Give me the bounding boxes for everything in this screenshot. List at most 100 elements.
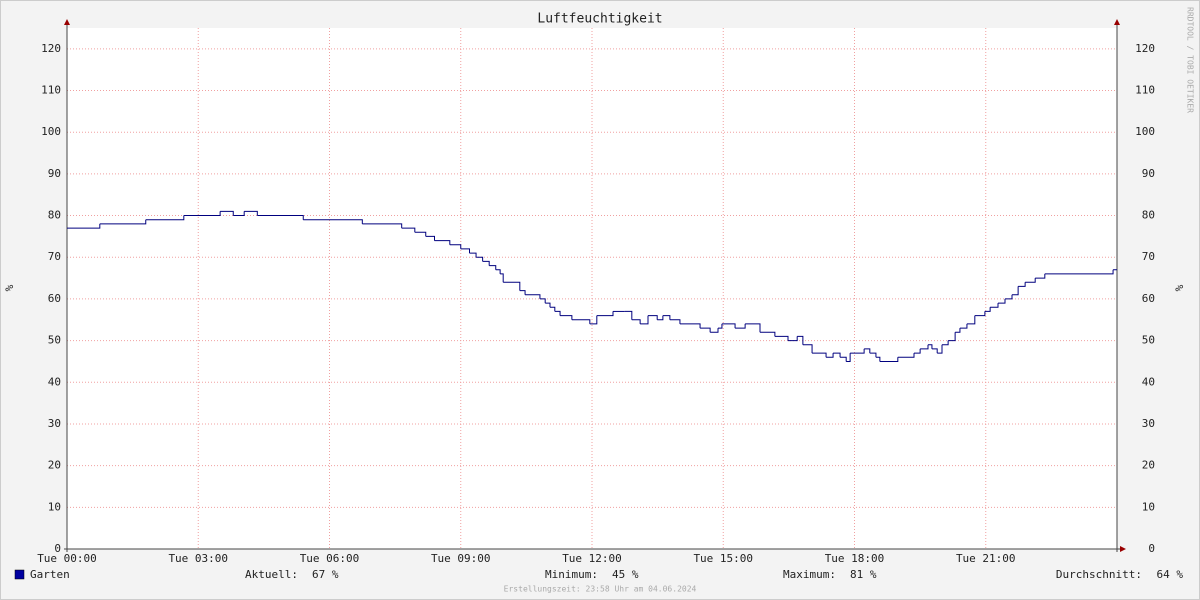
- y2-tick-label: 100: [1135, 125, 1155, 138]
- data-line: [571, 319, 591, 324]
- data-line: [657, 315, 664, 321]
- data-line: [449, 244, 462, 249]
- data-line: [560, 315, 573, 320]
- data-line: [869, 352, 877, 358]
- y-tick-label: 20: [48, 459, 61, 472]
- data-line: [425, 235, 435, 241]
- data-line: [1012, 286, 1019, 296]
- data-line: [624, 310, 633, 320]
- data-line: [669, 319, 681, 324]
- data-line: [1018, 282, 1026, 287]
- y2-tick-label: 30: [1142, 417, 1155, 430]
- y-tick-label: 90: [48, 167, 61, 180]
- data-line: [812, 352, 827, 358]
- watermark: RRDTOOL / TOBI OETIKER: [1186, 7, 1195, 113]
- data-line: [1005, 294, 1013, 300]
- data-line: [833, 352, 841, 358]
- y-tick-label: 80: [48, 209, 61, 222]
- data-line: [788, 336, 798, 342]
- data-line: [955, 328, 961, 333]
- data-line: [984, 307, 991, 312]
- data-line: [525, 294, 541, 299]
- data-line: [183, 211, 221, 217]
- x-tick-label: Tue 21:00: [956, 552, 1016, 565]
- arrow: [1114, 19, 1120, 25]
- y2-tick-label: 40: [1142, 375, 1155, 388]
- data-line: [596, 311, 614, 317]
- data-line: [362, 223, 403, 229]
- x-tick-label: Tue 06:00: [300, 552, 360, 565]
- data-line: [500, 273, 504, 283]
- y2-tick-label: 50: [1142, 334, 1155, 347]
- data-line: [914, 348, 921, 354]
- y2-tick-label: 120: [1135, 42, 1155, 55]
- data-line: [959, 323, 968, 329]
- data-line: [631, 319, 641, 324]
- data-line: [920, 344, 929, 350]
- data-line: [589, 315, 598, 325]
- x-tick-label: Tue 03:00: [168, 552, 228, 565]
- data-line: [401, 227, 416, 233]
- data-line: [760, 331, 776, 337]
- stat-label: Minimum:: [545, 568, 598, 581]
- x-tick-label: Tue 15:00: [693, 552, 753, 565]
- data-line: [489, 265, 497, 270]
- y-tick-label: 40: [48, 375, 61, 388]
- legend-label: Garten: [30, 568, 70, 581]
- data-line: [966, 315, 976, 325]
- stat-value: 81 %: [850, 568, 877, 581]
- footer: Erstellungszeit: 23:58 Uhr am 04.06.2024: [504, 585, 697, 594]
- data-line: [545, 302, 551, 308]
- y2-tick-label: 70: [1142, 250, 1155, 263]
- stat-label: Maximum:: [783, 568, 836, 581]
- data-line: [539, 298, 546, 304]
- data-line: [554, 310, 561, 316]
- data-line: [864, 348, 871, 354]
- y-tick-label: 120: [41, 42, 61, 55]
- data-line: [233, 211, 245, 217]
- data-line: [802, 344, 813, 354]
- data-line: [244, 210, 258, 216]
- data-line: [503, 281, 521, 291]
- x-tick-label: Tue 12:00: [562, 552, 622, 565]
- data-line: [434, 240, 451, 245]
- data-line: [850, 348, 865, 354]
- data-line: [67, 223, 101, 229]
- data-line: [797, 335, 804, 345]
- data-line: [640, 315, 649, 325]
- data-line: [495, 269, 501, 274]
- data-line: [897, 353, 915, 358]
- data-line: [990, 303, 999, 308]
- y-tick-label: 0: [54, 542, 61, 555]
- data-line: [774, 335, 789, 341]
- data-line: [846, 353, 851, 362]
- data-line: [948, 332, 956, 342]
- y2-tick-label: 110: [1135, 84, 1155, 97]
- y-tick-label: 70: [48, 250, 61, 263]
- x-tick-label: Tue 09:00: [431, 552, 491, 565]
- data-line: [662, 315, 671, 320]
- data-line: [928, 344, 933, 349]
- data-line: [942, 340, 949, 346]
- y2-tick-label: 90: [1142, 167, 1155, 180]
- y-tick-label: 110: [41, 84, 61, 97]
- data-line: [99, 219, 147, 225]
- data-line: [476, 256, 484, 262]
- data-line: [937, 344, 943, 354]
- x-tick-label: Tue 00:00: [37, 552, 97, 565]
- data-line: [745, 323, 761, 333]
- legend-swatch: [14, 569, 25, 580]
- stat-label: Durchschnitt:: [1056, 568, 1142, 581]
- data-line: [879, 357, 899, 362]
- data-line: [679, 323, 701, 329]
- data-line: [1035, 273, 1046, 279]
- data-line: [700, 327, 711, 333]
- data-line: [469, 252, 477, 258]
- data-line: [721, 323, 736, 329]
- data-line: [519, 290, 526, 295]
- arrow: [64, 19, 70, 25]
- data-line: [718, 323, 723, 329]
- data-line: [1044, 269, 1114, 275]
